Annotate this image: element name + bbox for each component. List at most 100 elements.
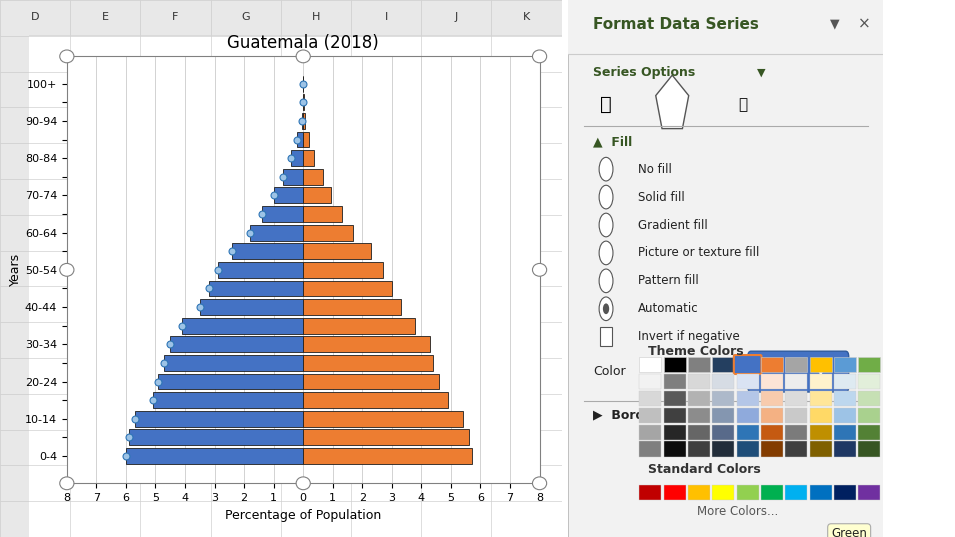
Title: Guatemala (2018): Guatemala (2018) bbox=[227, 34, 379, 52]
Bar bbox=[0, 394, 29, 430]
Bar bbox=[810, 485, 832, 500]
Bar bbox=[304, 392, 448, 408]
Bar bbox=[208, 280, 304, 296]
Bar bbox=[834, 485, 856, 500]
Bar bbox=[859, 425, 881, 440]
Bar bbox=[688, 425, 710, 440]
Text: Series Options: Series Options bbox=[593, 66, 695, 79]
Bar bbox=[0, 36, 29, 71]
Bar bbox=[761, 425, 783, 440]
Bar bbox=[761, 485, 783, 500]
Text: Picture or texture fill: Picture or texture fill bbox=[638, 246, 759, 259]
Bar bbox=[712, 425, 734, 440]
Bar bbox=[834, 441, 856, 456]
Bar bbox=[761, 374, 783, 389]
Text: ▼: ▼ bbox=[830, 18, 839, 31]
Bar bbox=[688, 485, 710, 500]
Text: H: H bbox=[311, 12, 320, 22]
Bar bbox=[785, 391, 807, 406]
Bar bbox=[262, 206, 304, 222]
Circle shape bbox=[599, 269, 613, 293]
Bar bbox=[0, 71, 29, 107]
Y-axis label: Years: Years bbox=[9, 253, 22, 286]
Bar bbox=[785, 441, 807, 456]
Bar bbox=[200, 299, 304, 315]
Bar bbox=[834, 357, 856, 372]
Circle shape bbox=[603, 303, 609, 314]
Bar bbox=[232, 243, 304, 259]
Text: No fill: No fill bbox=[638, 163, 671, 176]
Bar bbox=[304, 187, 331, 204]
Bar bbox=[0, 251, 29, 286]
Text: ×: × bbox=[859, 17, 871, 32]
Bar bbox=[712, 441, 734, 456]
Bar bbox=[810, 441, 832, 456]
Text: G: G bbox=[242, 12, 250, 22]
Bar bbox=[304, 355, 434, 371]
Circle shape bbox=[533, 264, 546, 276]
Bar bbox=[291, 150, 304, 166]
Text: E: E bbox=[102, 12, 109, 22]
Bar bbox=[304, 299, 401, 315]
Bar bbox=[302, 113, 304, 129]
Text: More Colors...: More Colors... bbox=[696, 505, 777, 518]
Bar bbox=[0, 286, 29, 322]
Bar bbox=[351, 0, 421, 35]
Bar bbox=[0, 0, 29, 36]
Bar bbox=[421, 0, 492, 35]
Bar bbox=[568, 0, 883, 54]
Bar bbox=[170, 336, 304, 352]
Bar bbox=[664, 408, 686, 423]
Bar bbox=[761, 391, 783, 406]
Bar bbox=[304, 430, 469, 445]
Bar bbox=[304, 132, 308, 148]
Bar bbox=[600, 327, 612, 346]
Bar bbox=[859, 441, 881, 456]
Bar bbox=[0, 179, 29, 215]
Text: Pattern fill: Pattern fill bbox=[638, 274, 698, 287]
Bar bbox=[664, 425, 686, 440]
Bar bbox=[304, 374, 439, 389]
Bar bbox=[0, 0, 29, 35]
Circle shape bbox=[60, 50, 74, 63]
Bar bbox=[218, 262, 304, 278]
Bar bbox=[639, 391, 661, 406]
Bar bbox=[0, 466, 29, 501]
Bar bbox=[785, 374, 807, 389]
Bar bbox=[639, 357, 661, 372]
Bar bbox=[810, 374, 832, 389]
Bar bbox=[304, 336, 431, 352]
Bar bbox=[834, 408, 856, 423]
Bar bbox=[859, 391, 881, 406]
Bar bbox=[639, 425, 661, 440]
Text: ▶  Border: ▶ Border bbox=[593, 408, 660, 421]
Circle shape bbox=[533, 50, 546, 63]
FancyBboxPatch shape bbox=[748, 351, 849, 392]
Text: Color: Color bbox=[593, 365, 626, 378]
Bar bbox=[785, 357, 807, 372]
Circle shape bbox=[599, 241, 613, 265]
Bar bbox=[304, 206, 342, 222]
Bar bbox=[0, 107, 29, 143]
Bar bbox=[304, 243, 371, 259]
Bar bbox=[153, 392, 304, 408]
Bar bbox=[304, 262, 383, 278]
Bar bbox=[859, 357, 881, 372]
Text: Solid fill: Solid fill bbox=[638, 191, 685, 204]
Bar bbox=[785, 425, 807, 440]
Bar bbox=[283, 169, 304, 185]
Bar bbox=[688, 408, 710, 423]
Bar bbox=[304, 280, 392, 296]
Circle shape bbox=[296, 50, 310, 63]
Circle shape bbox=[599, 185, 613, 209]
Bar bbox=[810, 391, 832, 406]
Text: Automatic: Automatic bbox=[638, 302, 698, 315]
Bar bbox=[304, 411, 463, 427]
Bar bbox=[211, 0, 281, 35]
Bar bbox=[736, 391, 758, 406]
Bar bbox=[664, 374, 686, 389]
Bar bbox=[135, 411, 304, 427]
Bar bbox=[688, 391, 710, 406]
Bar bbox=[664, 441, 686, 456]
Circle shape bbox=[60, 264, 74, 276]
